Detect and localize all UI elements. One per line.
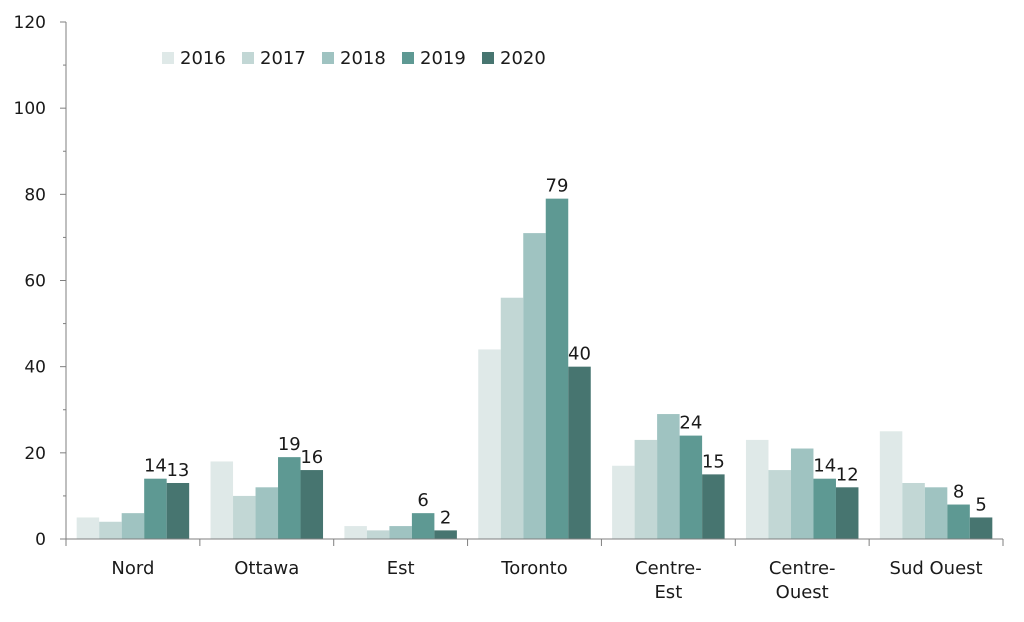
bar bbox=[500, 297, 524, 539]
data-label: 16 bbox=[300, 447, 323, 468]
data-label: 8 bbox=[953, 482, 964, 503]
bar bbox=[947, 504, 970, 539]
bar bbox=[344, 526, 367, 539]
bar bbox=[790, 448, 814, 539]
x-tick-label-line: Est bbox=[387, 558, 415, 579]
data-label: 40 bbox=[568, 344, 591, 365]
bar bbox=[300, 470, 324, 539]
bar bbox=[813, 478, 836, 539]
legend-label: 2020 bbox=[500, 48, 546, 69]
data-label: 2 bbox=[440, 507, 451, 528]
x-tick-label: Est bbox=[387, 558, 415, 579]
y-tick-label: 60 bbox=[24, 272, 46, 292]
x-tick-label: Centre- Est bbox=[635, 558, 702, 603]
bar bbox=[389, 526, 412, 539]
legend-swatch bbox=[482, 52, 494, 64]
data-label: 14 bbox=[813, 456, 836, 477]
y-axis: 0 20 40 60 80 100 120 bbox=[14, 13, 67, 550]
x-tick-label: Toronto bbox=[500, 558, 567, 579]
data-label: 13 bbox=[166, 460, 189, 481]
legend-label: 2016 bbox=[180, 48, 226, 69]
y-tick-label: 120 bbox=[14, 13, 46, 33]
y-tick-label: 80 bbox=[24, 185, 46, 205]
data-label: 19 bbox=[278, 434, 301, 455]
x-tick-label: Ottawa bbox=[234, 558, 299, 579]
bar bbox=[924, 487, 948, 539]
data-label: 6 bbox=[417, 490, 428, 511]
bar bbox=[121, 513, 145, 539]
x-tick-label-line: Toronto bbox=[500, 558, 567, 579]
data-label: 15 bbox=[702, 451, 725, 472]
legend-item: 2018 bbox=[322, 48, 386, 69]
data-label: 5 bbox=[975, 494, 986, 515]
bar bbox=[545, 198, 569, 539]
bar bbox=[612, 465, 635, 539]
bar bbox=[366, 530, 390, 539]
bar bbox=[702, 474, 725, 539]
legend-swatch bbox=[402, 52, 414, 64]
x-axis: Nord Ottawa Est Toronto Centre- Est Centre- Oue… bbox=[65, 538, 1004, 603]
y-tick-label: 100 bbox=[14, 99, 46, 119]
x-tick-label-line: Centre- bbox=[635, 558, 702, 579]
legend-label: 2017 bbox=[260, 48, 306, 69]
legend-item: 2017 bbox=[242, 48, 306, 69]
bar bbox=[568, 366, 591, 539]
bar bbox=[902, 482, 925, 539]
bar bbox=[768, 470, 791, 539]
data-label: 14 bbox=[144, 456, 167, 477]
y-tick-label: 0 bbox=[35, 530, 46, 550]
y-tick-label: 20 bbox=[24, 444, 46, 464]
bar bbox=[255, 487, 279, 539]
x-tick-label-line: Sud Ouest bbox=[890, 558, 983, 579]
x-tick-label-line: Est bbox=[654, 582, 682, 603]
bars bbox=[76, 198, 993, 539]
x-tick-label-line: Nord bbox=[111, 558, 154, 579]
data-label: 24 bbox=[679, 413, 702, 434]
x-tick-label: Nord bbox=[111, 558, 154, 579]
legend-label: 2018 bbox=[340, 48, 386, 69]
x-tick-label: Centre- Ouest bbox=[769, 558, 836, 603]
bar bbox=[969, 517, 993, 539]
legend: 2016 2017 2018 2019 2020 bbox=[162, 48, 546, 69]
bar bbox=[745, 439, 769, 539]
bar bbox=[411, 513, 435, 539]
legend-item: 2020 bbox=[482, 48, 546, 69]
bar bbox=[679, 435, 703, 539]
bar bbox=[99, 521, 122, 539]
bar bbox=[144, 478, 167, 539]
legend-item: 2019 bbox=[402, 48, 466, 69]
x-tick-label-line: Ottawa bbox=[234, 558, 299, 579]
bar bbox=[233, 495, 256, 539]
legend-swatch bbox=[242, 52, 254, 64]
x-tick-label-line: Ouest bbox=[776, 582, 829, 603]
bar bbox=[835, 487, 859, 539]
legend-swatch bbox=[162, 52, 174, 64]
bar bbox=[434, 530, 457, 539]
legend-swatch bbox=[322, 52, 334, 64]
bar bbox=[210, 461, 234, 539]
legend-item: 2016 bbox=[162, 48, 226, 69]
y-tick-label: 40 bbox=[24, 358, 46, 378]
bar bbox=[634, 439, 658, 539]
bar bbox=[278, 457, 301, 539]
x-tick-label-line: Centre- bbox=[769, 558, 836, 579]
bar bbox=[523, 233, 546, 539]
bar bbox=[478, 349, 501, 539]
legend-label: 2019 bbox=[420, 48, 466, 69]
data-label: 79 bbox=[546, 176, 569, 197]
bar bbox=[76, 517, 100, 539]
bar bbox=[879, 431, 903, 539]
bar bbox=[657, 414, 680, 539]
x-tick-label: Sud Ouest bbox=[890, 558, 983, 579]
bar bbox=[166, 482, 190, 539]
data-label: 12 bbox=[836, 464, 859, 485]
